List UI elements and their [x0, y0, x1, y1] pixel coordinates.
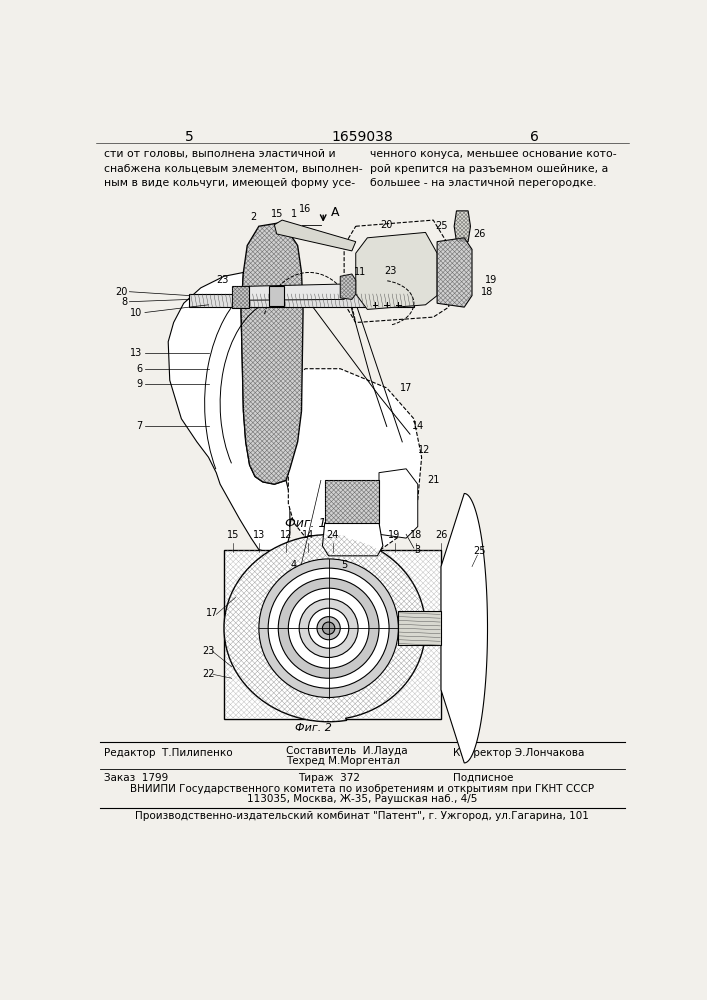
- Text: 14: 14: [302, 530, 314, 540]
- Text: 5: 5: [185, 130, 194, 144]
- Text: 113035, Москва, Ж-35, Раушская наб., 4/5: 113035, Москва, Ж-35, Раушская наб., 4/5: [247, 794, 477, 804]
- Polygon shape: [288, 369, 421, 557]
- Text: 25: 25: [474, 546, 486, 556]
- Text: 13: 13: [252, 530, 265, 540]
- Text: Вид A: Вид A: [312, 534, 346, 544]
- Text: 10: 10: [130, 308, 143, 318]
- Text: 1659038: 1659038: [331, 130, 393, 144]
- Text: Техред М.Моргентал: Техред М.Моргентал: [286, 756, 400, 766]
- Circle shape: [299, 599, 358, 657]
- Text: 14: 14: [411, 421, 424, 431]
- Text: 19: 19: [485, 275, 498, 285]
- Text: 23: 23: [385, 266, 397, 276]
- Text: сти от головы, выполнена эластичной и
снабжена кольцевым элементом, выполнен-
ны: сти от головы, выполнена эластичной и сн…: [104, 149, 363, 188]
- Text: 21: 21: [427, 475, 440, 485]
- Text: 17: 17: [400, 383, 412, 393]
- Text: 13: 13: [130, 348, 143, 358]
- Text: Составитель  И.Лауда: Составитель И.Лауда: [286, 746, 408, 756]
- Text: 11: 11: [354, 267, 366, 277]
- Text: 20: 20: [380, 220, 393, 230]
- Polygon shape: [168, 272, 290, 554]
- Text: 16: 16: [299, 204, 312, 214]
- Text: 15: 15: [227, 530, 240, 540]
- Text: 22: 22: [202, 669, 215, 679]
- Polygon shape: [241, 222, 303, 484]
- Text: 26: 26: [435, 530, 448, 540]
- Text: 20: 20: [115, 287, 127, 297]
- Text: ченного конуса, меньшее основание кото-
рой крепится на разъемном ошейнике, а
бо: ченного конуса, меньшее основание кото- …: [370, 149, 617, 188]
- Text: 1: 1: [291, 209, 297, 219]
- Polygon shape: [340, 274, 356, 299]
- Text: 3: 3: [415, 545, 421, 555]
- Bar: [398, 611, 441, 645]
- Text: 18: 18: [481, 287, 493, 297]
- Text: 23: 23: [202, 646, 215, 656]
- Text: 7: 7: [136, 421, 143, 431]
- Text: 4: 4: [291, 560, 297, 570]
- Text: 2: 2: [250, 212, 257, 222]
- Polygon shape: [325, 480, 379, 523]
- Polygon shape: [322, 523, 383, 556]
- Text: 12: 12: [418, 445, 430, 455]
- Text: 12: 12: [280, 530, 292, 540]
- Text: 15: 15: [271, 209, 283, 219]
- Polygon shape: [224, 535, 426, 722]
- Polygon shape: [437, 238, 472, 307]
- Circle shape: [308, 608, 349, 648]
- Polygon shape: [356, 232, 437, 309]
- Text: 23: 23: [216, 275, 228, 285]
- Circle shape: [259, 559, 398, 698]
- Text: 19: 19: [388, 530, 401, 540]
- Text: Фиг. 2: Фиг. 2: [295, 723, 332, 733]
- Text: Подписное: Подписное: [452, 773, 513, 783]
- Polygon shape: [247, 284, 348, 300]
- Text: 8: 8: [121, 297, 127, 307]
- Text: Заказ  1799: Заказ 1799: [104, 773, 168, 783]
- Text: 9: 9: [136, 379, 143, 389]
- Text: ВНИИПИ Государственного комитета по изобретениям и открытиям при ГКНТ СССР: ВНИИПИ Государственного комитета по изоб…: [130, 784, 594, 794]
- Bar: [232, 286, 249, 308]
- Text: 25: 25: [435, 221, 448, 231]
- Text: Тираж  372: Тираж 372: [298, 773, 360, 783]
- Circle shape: [279, 578, 379, 678]
- Text: Производственно-издательский комбинат "Патент", г. Ужгород, ул.Гагарина, 101: Производственно-издательский комбинат "П…: [135, 811, 589, 821]
- Text: 17: 17: [206, 608, 218, 618]
- Polygon shape: [454, 211, 470, 242]
- Bar: [224, 550, 441, 719]
- Text: 6: 6: [530, 130, 539, 144]
- Text: Фиг. 1: Фиг. 1: [285, 517, 326, 530]
- Circle shape: [317, 617, 340, 640]
- Text: 26: 26: [474, 229, 486, 239]
- Polygon shape: [379, 469, 418, 538]
- Polygon shape: [274, 220, 356, 251]
- Text: A: A: [331, 206, 339, 219]
- Text: 18: 18: [410, 530, 422, 540]
- Text: 5: 5: [341, 560, 347, 570]
- Text: 24: 24: [327, 530, 339, 540]
- Text: 6: 6: [136, 364, 143, 374]
- Text: Корректор Э.Лончакова: Корректор Э.Лончакова: [452, 748, 584, 758]
- Bar: [269, 286, 284, 306]
- Bar: [189, 294, 414, 307]
- Circle shape: [288, 588, 369, 668]
- Text: Редактор  Т.Пилипенко: Редактор Т.Пилипенко: [104, 748, 233, 758]
- Polygon shape: [441, 493, 488, 763]
- Circle shape: [322, 622, 335, 634]
- Circle shape: [268, 568, 389, 688]
